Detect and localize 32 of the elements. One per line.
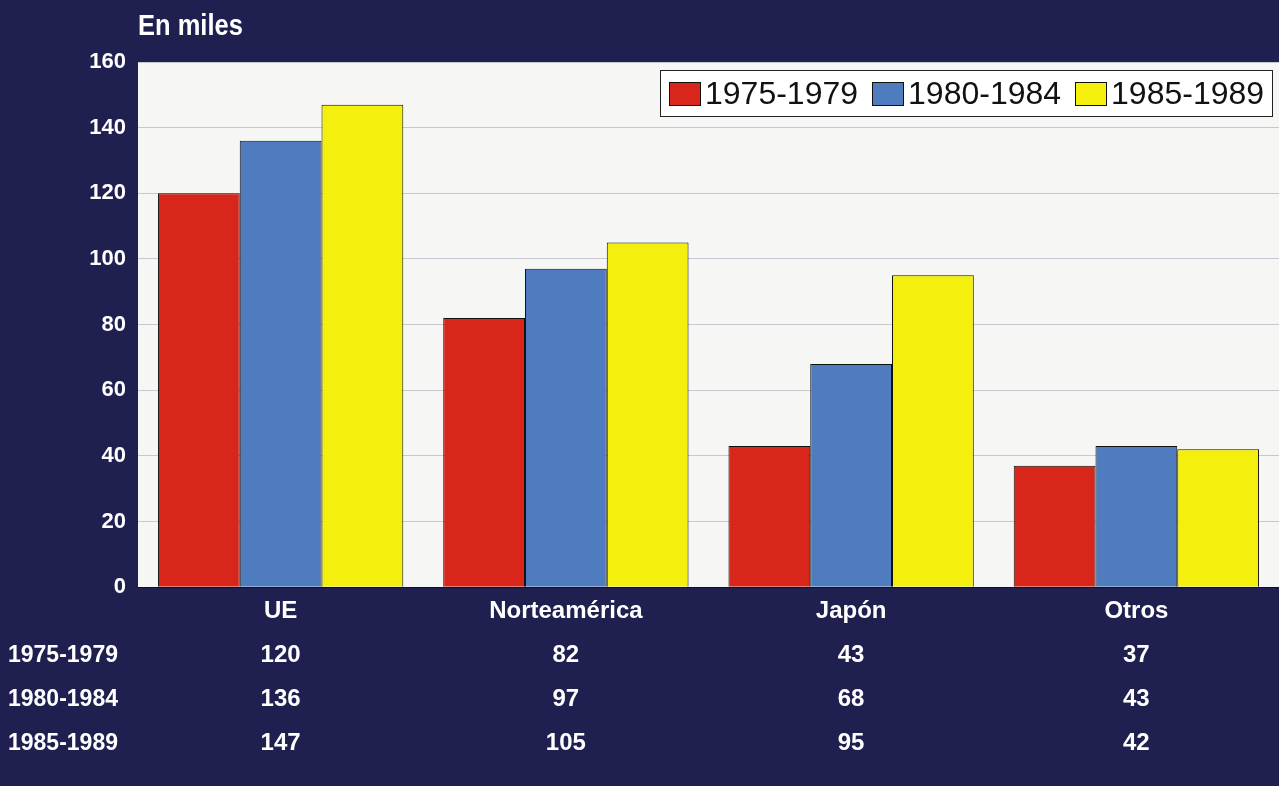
x-tick-label: UE [263,596,298,624]
text: 1985-1989 [8,728,118,755]
data-label: 43 [837,640,865,669]
text: 1980-1984 [8,684,118,711]
y-tick-label: 40 [101,441,126,467]
y-tick-label: 60 [101,376,126,402]
data-label: 42 [1123,728,1150,757]
data-label: 105 [545,728,586,757]
y-tick-label: 100 [89,245,126,271]
x-tick-label: Norteamérica [489,596,644,624]
data-label: 97 [552,684,580,713]
legend-label: 1975-1979 [705,75,859,112]
data-label: 120 [260,640,301,669]
data-label: 43 [1123,684,1150,713]
y-tick-label: 80 [101,310,126,336]
data-label: 136 [260,684,301,713]
x-tick-label: Japón [815,596,887,624]
data-label: 68 [837,684,865,713]
data-label: 82 [552,640,580,669]
data-label: 95 [837,728,865,757]
x-tick-label: Otros [1104,596,1169,624]
chart-title: En miles [138,8,243,42]
y-tick-label: 120 [89,179,126,205]
y-tick-label: 20 [101,507,126,533]
legend-label: 1985-1989 [1111,75,1265,112]
y-tick-label: 0 [113,573,126,599]
data-label: 37 [1123,640,1150,669]
data-label: 147 [260,728,301,757]
y-tick-label: 160 [89,48,126,74]
y-tick-label: 140 [89,113,126,139]
legend-label: 1980-1984 [908,75,1062,112]
text: 1975-1979 [8,640,118,667]
